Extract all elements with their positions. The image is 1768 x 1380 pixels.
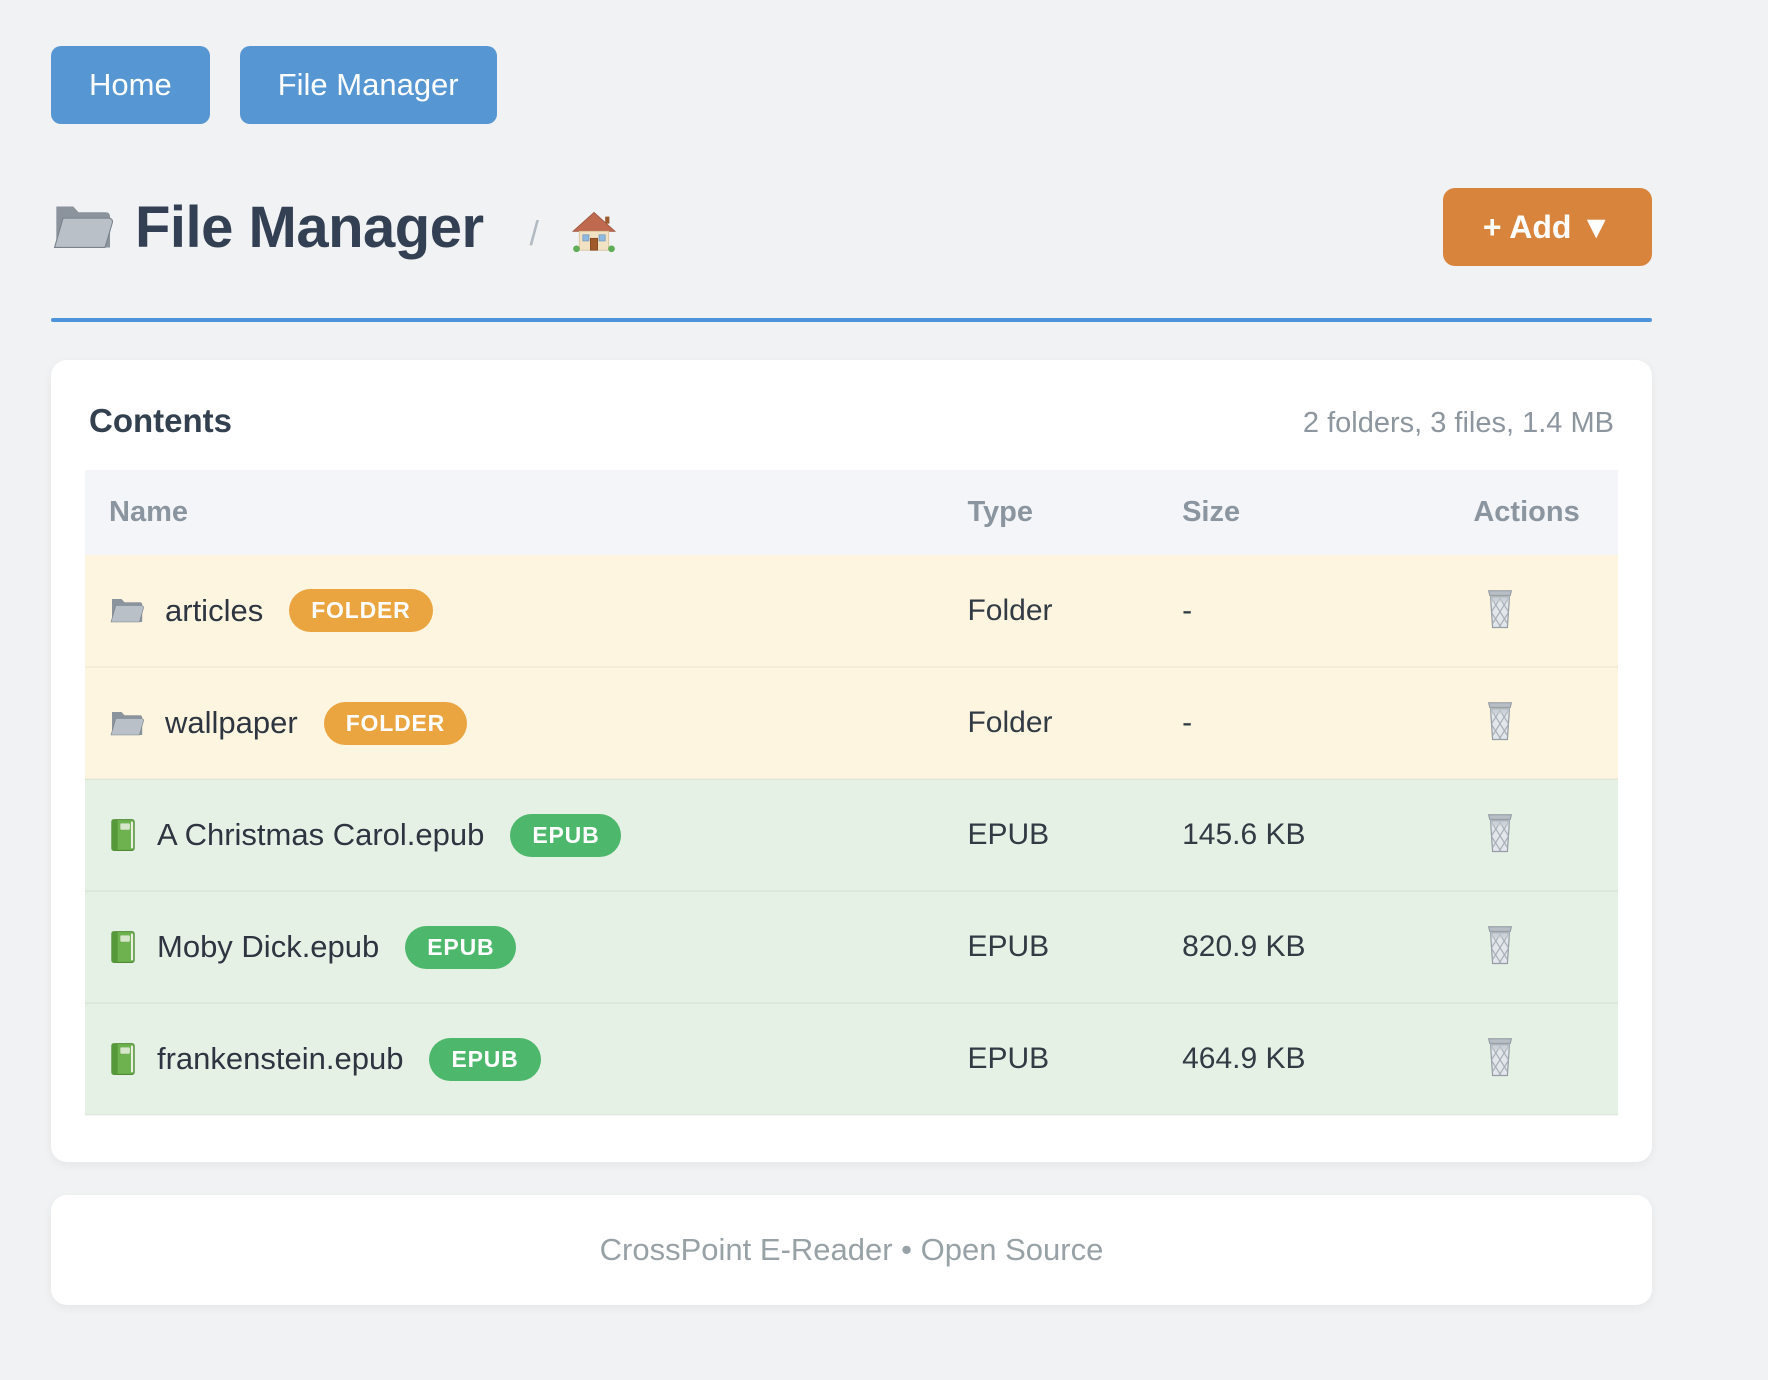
type-cell: Folder [943,555,1159,667]
top-nav: Home File Manager [51,46,1652,124]
type-badge: EPUB [405,925,517,969]
contents-card: Contents 2 folders, 3 files, 1.4 MB Name… [51,360,1652,1162]
size-cell: - [1158,667,1450,779]
trash-icon [1483,1035,1517,1079]
type-cell: EPUB [943,1003,1159,1115]
trash-icon [1483,699,1517,743]
file-manager-nav-button[interactable]: File Manager [239,46,497,124]
folder-icon [109,595,145,626]
card-title: Contents [89,402,232,439]
type-cell: EPUB [943,779,1159,891]
footer: CrossPoint E-Reader • Open Source [51,1195,1652,1305]
size-cell: 820.9 KB [1158,891,1450,1003]
table-header-row: Name Type Size Actions [85,470,1618,555]
delete-button[interactable] [1479,807,1521,859]
file-name: wallpaper [165,705,298,740]
trash-icon [1483,811,1517,855]
table-row[interactable]: Moby Dick.epub EPUB EPUB 820.9 KB [85,891,1618,1003]
folder-icon [109,708,145,739]
delete-button[interactable] [1479,919,1521,971]
file-name: frankenstein.epub [157,1041,404,1076]
delete-button[interactable] [1479,583,1521,635]
column-header-name: Name [85,470,944,555]
file-table: Name Type Size Actions [85,470,1618,1116]
column-header-size: Size [1158,470,1450,555]
type-badge: FOLDER [323,701,468,745]
title-divider [51,318,1652,322]
table-row[interactable]: articles FOLDER Folder - [85,555,1618,667]
table-row[interactable]: frankenstein.epub EPUB EPUB 464.9 KB [85,1003,1618,1115]
open-folder-icon [51,199,115,255]
column-header-type: Type [943,470,1159,555]
file-name: Moby Dick.epub [157,929,380,964]
type-badge: FOLDER [289,589,433,632]
page-header: File Manager / + Add ▼ [51,188,1652,266]
add-button[interactable]: + Add ▼ [1442,188,1652,266]
type-cell: EPUB [943,891,1159,1003]
type-badge: EPUB [429,1037,541,1081]
home-nav-button[interactable]: Home [51,46,210,124]
green-book-icon [109,930,137,964]
table-row[interactable]: wallpaper FOLDER Folder - [85,667,1618,779]
type-badge: EPUB [510,813,622,857]
home-icon[interactable] [571,211,617,258]
file-name: A Christmas Carol.epub [157,817,485,852]
size-cell: 145.6 KB [1158,779,1450,891]
size-cell: - [1158,555,1450,667]
type-cell: Folder [943,667,1159,779]
file-name: articles [165,592,264,628]
breadcrumb-separator: / [529,214,539,253]
contents-summary: 2 folders, 3 files, 1.4 MB [1302,407,1614,439]
table-row[interactable]: A Christmas Carol.epub EPUB EPUB 145.6 K… [85,779,1618,891]
delete-button[interactable] [1479,1031,1521,1083]
page-title: File Manager [135,194,484,260]
size-cell: 464.9 KB [1158,1003,1450,1115]
trash-icon [1483,587,1517,631]
green-book-icon [109,1042,137,1076]
page: Home File Manager File Manager / [51,0,1652,1305]
column-header-actions: Actions [1449,470,1618,555]
delete-button[interactable] [1479,695,1521,747]
green-book-icon [109,818,137,852]
footer-text: CrossPoint E-Reader • Open Source [599,1232,1104,1267]
trash-icon [1483,923,1517,967]
